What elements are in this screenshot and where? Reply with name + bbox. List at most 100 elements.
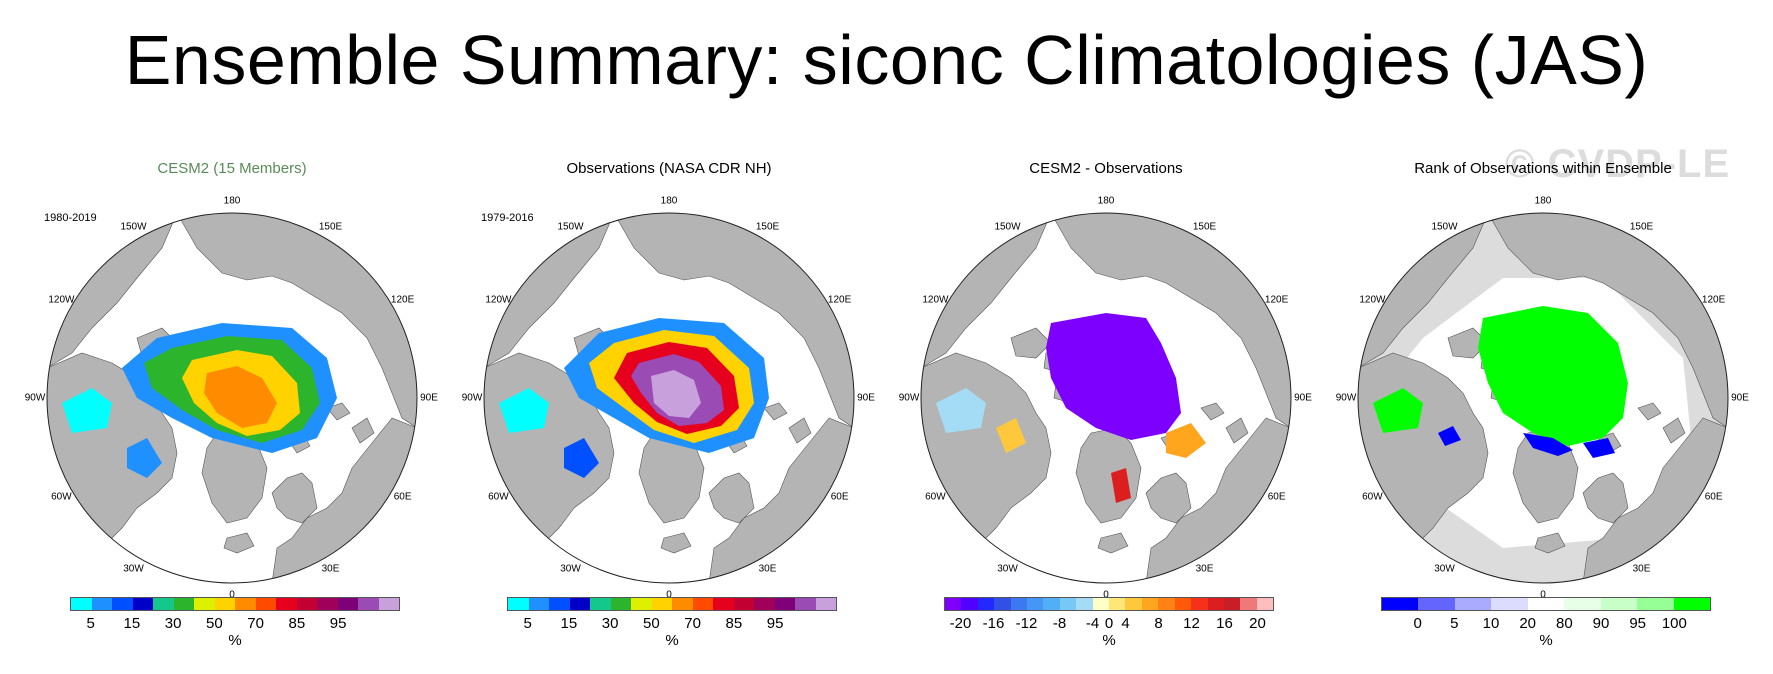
longitude-label: 180 [223,195,241,207]
colorbar-swatch [1454,598,1492,610]
longitude-label: 30W [1434,563,1455,575]
colorbar [1381,597,1711,611]
map-boundary [1357,212,1729,584]
colorbar-swatch [610,598,631,610]
period-label: 1980-2019 [44,212,97,224]
land-mass [708,472,755,524]
colorbar-swatch [1418,598,1455,610]
longitude-label: 90W [1335,392,1357,404]
map-boundary [483,212,855,584]
colorbar-swatch [754,598,775,610]
colorbar-swatch [713,598,734,610]
longitude-label: 60E [1704,491,1723,502]
colorbar [507,597,837,611]
colorbar-swatch [235,598,256,610]
panel-title: CESM2 - Observations [1029,160,1183,177]
land-mass [1145,472,1192,524]
colorbar-units: % [1102,632,1116,649]
colorbar-tick-label: 100 [1661,615,1687,632]
colorbar-tick-label: 70 [247,615,264,632]
longitude-label: 150W [1431,221,1458,233]
sea-ice-field [204,366,277,428]
sea-ice-field [1373,388,1423,433]
longitude-label: 120W [922,294,949,305]
longitude-label: 180 [1097,195,1115,207]
colorbar-tick-label: -12 [1015,615,1038,632]
colorbar-swatch [994,598,1011,610]
colorbar-swatch [1092,598,1110,610]
colorbar-tick-label: 50 [643,615,660,632]
longitude-label: 0 [666,589,672,601]
longitude-label: 60W [1362,491,1383,502]
colorbar-swatch [214,598,235,610]
longitude-label: 150E [318,221,343,233]
longitude-label: 30E [1195,563,1214,575]
land-mass [223,532,255,554]
colorbar-swatch [296,598,317,610]
panel-title: Observations (NASA CDR NH) [566,160,772,177]
land-mass [351,417,375,444]
colorbar-tick-label: 90 [1592,615,1610,632]
colorbar-swatch [317,598,338,610]
colorbar-swatch [1174,598,1192,610]
colorbar-swatch [1382,598,1419,610]
longitude-label: 90E [1731,392,1749,404]
colorbar-swatch [1673,598,1710,610]
polar-map [1357,212,1729,584]
colorbar-tick-label: 5 [523,615,532,632]
longitude-label: 150W [557,221,584,233]
land-mass [271,472,318,524]
longitude-label: 30W [560,563,581,575]
colorbar-swatch [1010,598,1028,610]
colorbar-swatch [795,598,816,610]
polar-map [920,212,1292,584]
longitude-label: 120E [1264,294,1289,305]
colorbar-tick-label: 20 [1249,615,1266,632]
colorbar-swatch [961,598,978,610]
colorbar-swatch [631,598,652,610]
colorbar-swatch [977,598,995,610]
longitude-label: 60E [393,491,412,502]
colorbar-tick-label: 5 [86,615,95,632]
colorbar-tick-label: -4 [1085,615,1100,632]
colorbar-swatch [1207,598,1224,610]
longitude-label: 90E [1294,392,1312,404]
colorbar-tick-label: 85 [288,615,306,632]
longitude-label: 150W [994,221,1021,233]
map-panel: Rank of Observations within Ensemble 180 1… [1333,160,1753,660]
sea-ice-field [936,388,986,433]
colorbar-swatch [528,598,549,610]
sea-ice-field [1046,313,1181,440]
longitude-label: 60W [488,491,509,502]
colorbar [70,597,400,611]
colorbar-swatch [378,598,399,610]
colorbar-tick-label: 5 [1450,615,1459,632]
colorbar-tick-label: 95 [329,615,347,632]
sea-ice-field [651,370,701,418]
colorbar-swatch [1240,598,1257,610]
sea-ice-field [564,438,599,478]
land-mass [176,213,417,429]
longitude-label: 0 [1103,589,1109,601]
longitude-label: 120W [48,294,75,305]
colorbar-swatch [276,598,297,610]
colorbar-tick-label: 0 [1413,615,1422,632]
colorbar-units: % [228,632,242,649]
land-mass [1050,213,1291,429]
longitude-label: 120E [390,294,415,305]
longitude-label: 120E [827,294,852,305]
colorbar-tick-label: -20 [949,615,972,632]
colorbar-tick-label: 4 [1121,615,1130,632]
sea-ice-field [62,388,112,433]
colorbar-tick-label: 50 [206,615,223,632]
land-mass [788,417,812,444]
map-panel: CESM2 (15 Members) 1980-2019 180 150E 120E 90… [22,160,442,660]
colorbar-swatch [173,598,194,610]
panel-title: CESM2 (15 Members) [157,160,307,177]
longitude-label: 90E [420,392,438,404]
colorbar-tick-label: 95 [1629,615,1646,632]
land-mass [763,402,788,421]
colorbar-tick-label: 12 [1183,615,1200,632]
land-mass [1097,532,1129,554]
sea-ice-field [1166,423,1206,458]
